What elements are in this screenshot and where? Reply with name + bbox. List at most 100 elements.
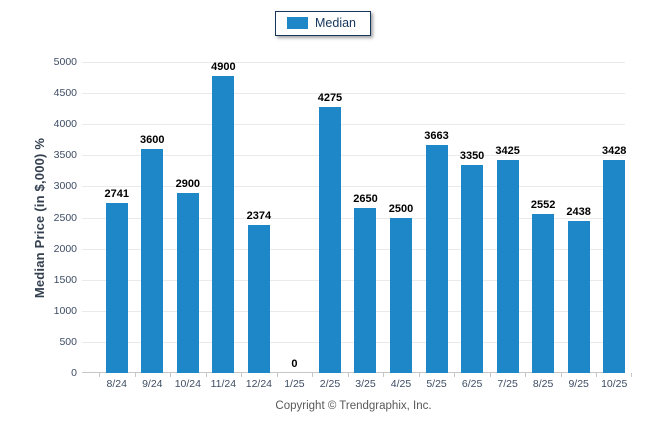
bar <box>461 164 484 373</box>
bar-column: 2552 <box>525 62 561 373</box>
x-tick-mark <box>206 373 207 377</box>
x-tick-mark <box>348 373 349 377</box>
bar-column: 4275 <box>312 62 348 373</box>
bar-value-label: 0 <box>291 358 298 370</box>
bar <box>567 221 590 373</box>
bar-column: 2900 <box>170 62 206 373</box>
bar <box>603 159 626 373</box>
y-tick-label: 3000 <box>53 180 77 193</box>
bar-column: 2741 <box>99 62 135 373</box>
bar-column: 2374 <box>241 62 277 373</box>
bar-value-label: 3428 <box>601 144 627 157</box>
x-tick-label: 9/25 <box>568 378 589 390</box>
bar-column: 3428 <box>596 62 632 373</box>
x-tick-label: 1/25 <box>284 378 305 390</box>
bar-column: 3425 <box>490 62 526 373</box>
bars-layer: 2741 3600 2900 4900 2374 0 4275 2650 2500 3663 335… <box>99 62 632 373</box>
bar-value-label: 2741 <box>104 187 129 200</box>
bar-value-label: 2438 <box>566 206 591 219</box>
bar-value-label: 2900 <box>175 177 201 190</box>
bar-value-label: 3350 <box>459 149 485 162</box>
chart-legend: Median <box>275 11 371 36</box>
bar <box>532 214 555 373</box>
y-tick-label: 4000 <box>53 118 77 131</box>
copyright-footer: Copyright © Trendgraphix, Inc. <box>275 400 432 412</box>
gridline <box>82 279 625 281</box>
y-tick-label: 2500 <box>53 211 77 224</box>
x-tick-mark <box>596 373 597 377</box>
bar-column: 3600 <box>135 62 171 373</box>
x-tick-mark <box>525 373 526 377</box>
bar-value-label: 2500 <box>388 202 414 215</box>
x-tick-label: 4/25 <box>390 378 412 390</box>
x-tick-label: 8/25 <box>532 378 554 390</box>
y-tick-label: 0 <box>71 367 77 379</box>
x-axis-ticks <box>99 373 632 378</box>
y-axis-tick-labels: 0 500 1000 1500 2000 2500 3000 3500 4000 4500 5000 <box>38 57 77 379</box>
bar-value-label: 4275 <box>317 92 343 105</box>
bar <box>496 159 519 373</box>
x-tick-label: 6/25 <box>461 378 483 390</box>
bar-column: 3350 <box>454 62 490 373</box>
gridline <box>82 310 625 312</box>
x-axis-tick-labels: 8/24 9/24 10/24 11/24 12/24 1/25 2/25 3/25 4/25 5… <box>99 378 632 390</box>
gridline <box>82 248 625 250</box>
bar-value-label: 4900 <box>211 61 236 73</box>
bar <box>425 145 448 373</box>
bar-column: 3663 <box>419 62 455 373</box>
y-tick-label: 1500 <box>53 273 77 286</box>
bar <box>105 202 128 373</box>
x-tick-label: 3/25 <box>355 378 376 390</box>
y-tick-label: 4500 <box>53 87 77 100</box>
gridline <box>82 124 625 126</box>
bar-value-label: 3663 <box>424 130 449 143</box>
bar <box>354 208 377 373</box>
legend-label-median: Median <box>315 16 356 30</box>
x-tick-label: 7/25 <box>497 378 518 390</box>
bar <box>141 149 164 373</box>
x-tick-label: 5/25 <box>426 378 447 390</box>
y-tick-label: 500 <box>59 335 77 348</box>
y-tick-label: 2000 <box>53 242 77 255</box>
y-tick-label: 1000 <box>53 304 77 317</box>
x-tick-label: 9/24 <box>142 378 163 390</box>
bar <box>212 76 235 373</box>
x-tick-mark <box>454 373 455 377</box>
gridline <box>82 93 625 95</box>
bar-value-label: 3425 <box>495 144 520 157</box>
x-tick-mark <box>312 373 313 377</box>
bar-column: 2650 <box>348 62 384 373</box>
x-tick-label: 2/25 <box>319 378 341 390</box>
plot-area <box>82 62 625 373</box>
x-tick-mark <box>99 373 100 377</box>
y-tick-label: 3500 <box>53 149 77 162</box>
x-tick-mark <box>277 373 278 377</box>
bar-value-label: 3600 <box>140 134 165 147</box>
bar-column: 2438 <box>561 62 597 373</box>
x-tick-label: 12/24 <box>245 378 273 390</box>
y-tick-label: 5000 <box>53 56 77 68</box>
bar <box>247 225 270 373</box>
legend-swatch-median-icon <box>287 17 308 30</box>
x-tick-label: 8/24 <box>106 378 127 390</box>
x-tick-mark <box>490 373 491 377</box>
bar <box>318 107 341 373</box>
x-tick-mark <box>241 373 242 377</box>
gridline <box>82 186 625 188</box>
gridline <box>82 217 625 219</box>
x-tick-label: 10/24 <box>174 378 201 390</box>
x-tick-mark <box>170 373 171 377</box>
bar-value-label: 2374 <box>246 210 272 223</box>
x-tick-label: 10/25 <box>601 378 628 390</box>
x-tick-mark <box>419 373 420 377</box>
gridline <box>82 62 625 63</box>
x-tick-mark <box>561 373 562 377</box>
bar-column: 4900 <box>206 62 242 373</box>
bar-column: 0 <box>277 62 313 373</box>
x-axis-line <box>82 372 625 373</box>
bar <box>390 217 413 373</box>
x-tick-mark <box>631 373 632 377</box>
gridline <box>82 155 625 157</box>
bar <box>176 192 199 373</box>
